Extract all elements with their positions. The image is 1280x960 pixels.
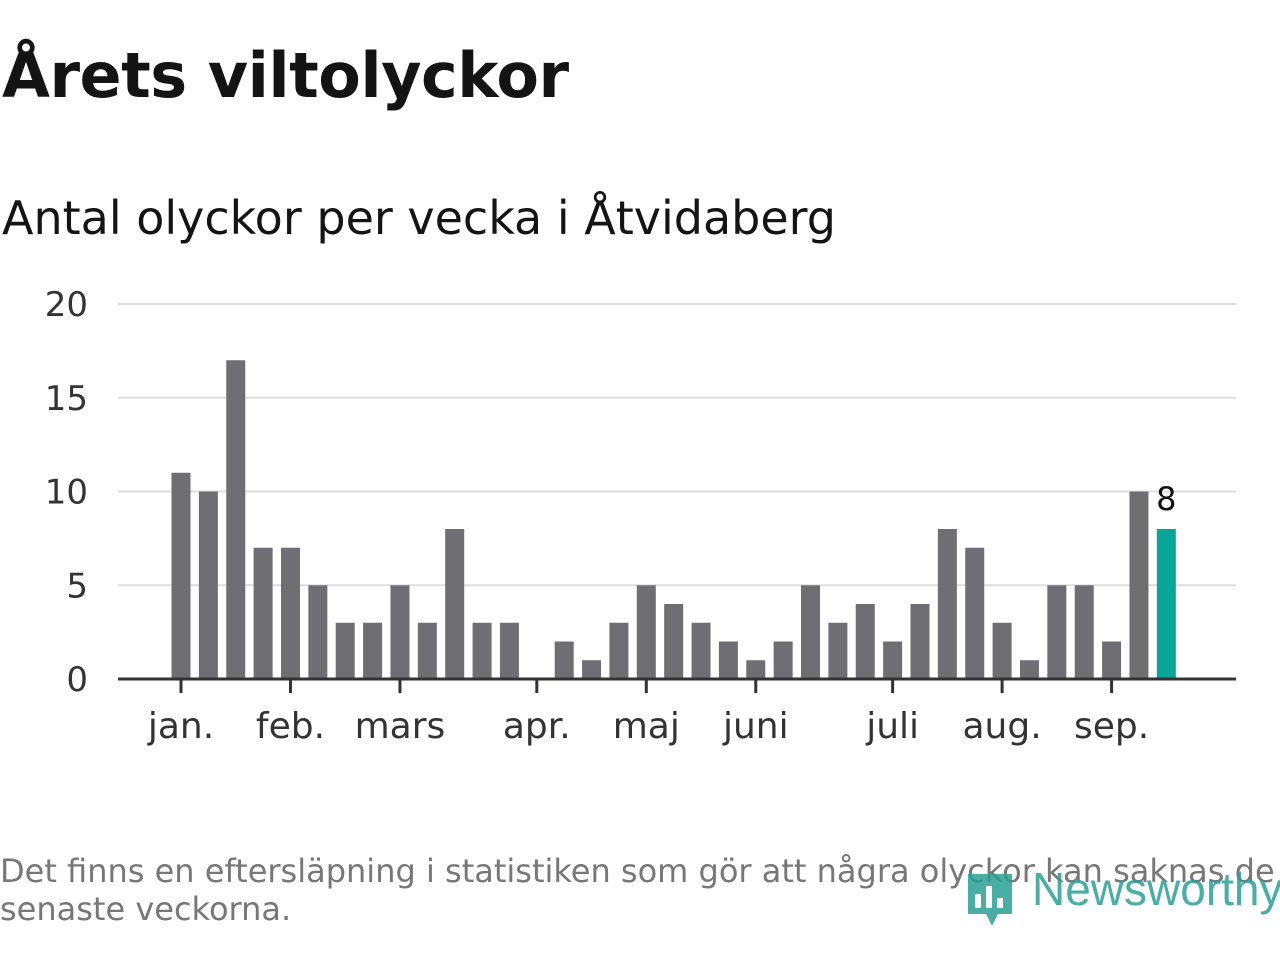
bar — [499, 622, 519, 679]
data-labels: 8 — [1156, 480, 1176, 518]
bar — [308, 585, 328, 679]
y-tick-label: 20 — [45, 285, 88, 325]
bar — [746, 660, 766, 679]
bar — [280, 547, 300, 679]
y-axis-ticks: 0 5 10 15 20 — [45, 285, 88, 700]
bar — [226, 360, 246, 679]
bar — [1047, 585, 1067, 679]
bar — [417, 622, 437, 679]
bar-chart: 0 5 10 15 20 jan. feb. mars apr. maj juni juli aug.… — [45, 285, 1236, 747]
chart-subtitle: Antal olyckor per vecka i Åtvidaberg — [2, 191, 836, 245]
y-tick-label: 0 — [66, 660, 88, 700]
x-tick-label: apr. — [503, 706, 571, 747]
x-tick-label: maj — [613, 706, 680, 747]
bar-current-week — [1156, 529, 1176, 679]
bar — [664, 604, 684, 679]
data-label: 8 — [1156, 480, 1176, 518]
bars — [171, 360, 1176, 679]
bar — [773, 641, 793, 679]
bar — [801, 585, 821, 679]
bar — [1102, 641, 1122, 679]
bar — [582, 660, 602, 679]
grid-lines — [118, 303, 1236, 587]
x-axis-ticks: jan. feb. mars apr. maj juni juli aug. sep. — [147, 679, 1149, 747]
bar — [363, 622, 383, 679]
bar — [445, 529, 465, 679]
y-tick-label: 15 — [45, 379, 88, 419]
bar — [828, 622, 848, 679]
bar — [171, 472, 191, 679]
bar — [1129, 491, 1149, 679]
bar — [910, 604, 930, 679]
x-tick-label: juni — [722, 706, 789, 747]
bar — [335, 622, 355, 679]
bar — [198, 491, 218, 679]
footnote: Det finns en eftersläpning i statistiken… — [0, 852, 1275, 928]
bar — [1074, 585, 1094, 679]
x-tick-label: aug. — [963, 706, 1042, 747]
bar — [883, 641, 903, 679]
bar — [855, 604, 875, 679]
bar — [1019, 660, 1039, 679]
bar — [965, 547, 985, 679]
brand: Newsworthy — [962, 858, 1280, 930]
x-tick-label: feb. — [256, 706, 325, 747]
x-tick-label: jan. — [147, 706, 214, 747]
x-tick-label: juli — [865, 706, 919, 747]
chart-title: Årets viltolyckor — [2, 39, 569, 112]
bar — [718, 641, 738, 679]
bar — [992, 622, 1012, 679]
bar — [937, 529, 957, 679]
bar — [253, 547, 273, 679]
brand-name: Newsworthy — [1032, 863, 1280, 915]
bar — [472, 622, 492, 679]
bar-chart-logo-icon — [968, 874, 1012, 926]
x-tick-label: sep. — [1074, 706, 1149, 747]
bar — [390, 585, 410, 679]
bar — [609, 622, 629, 679]
bar — [691, 622, 711, 679]
bar — [636, 585, 656, 679]
y-tick-label: 10 — [45, 473, 88, 513]
bar — [554, 641, 574, 679]
y-tick-label: 5 — [66, 566, 88, 606]
x-tick-label: mars — [355, 706, 446, 747]
